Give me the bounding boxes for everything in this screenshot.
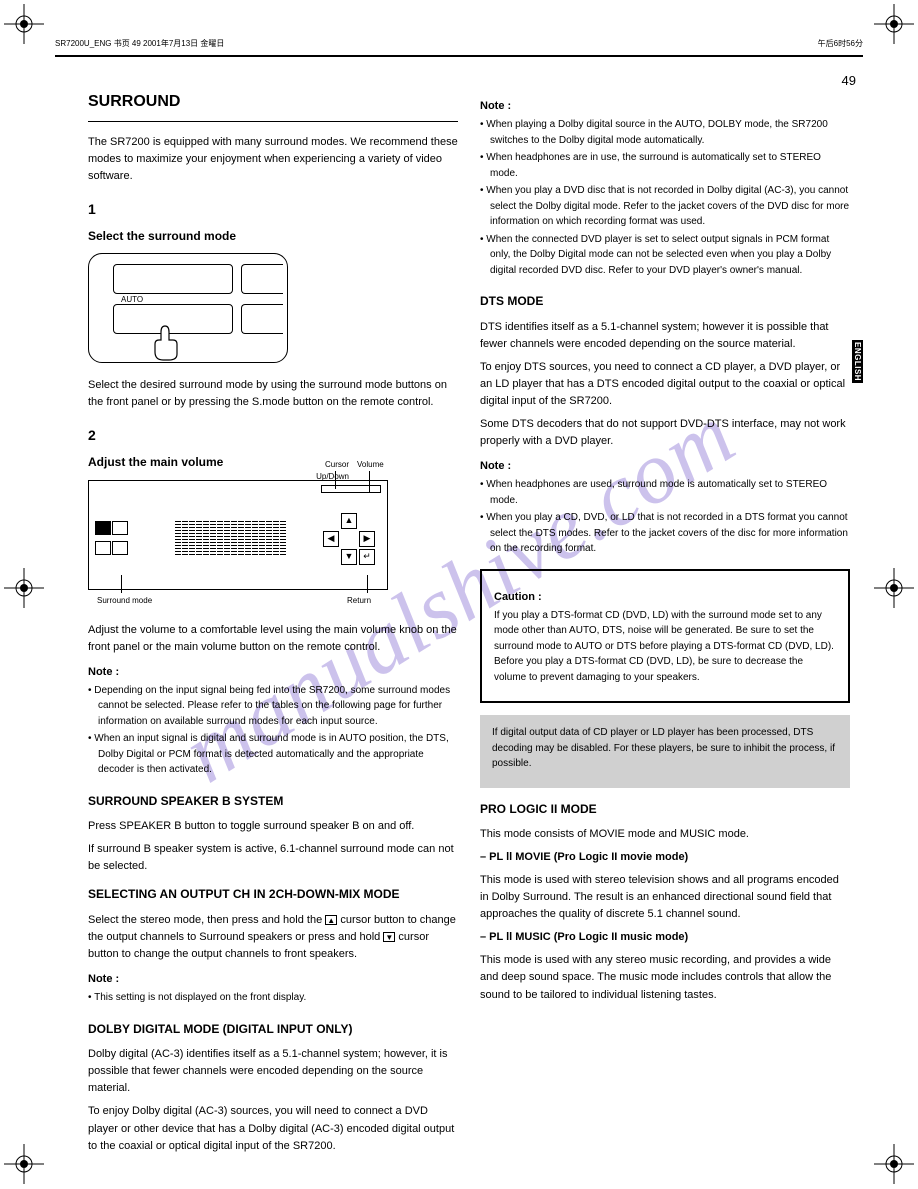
page-number: 49	[842, 73, 856, 88]
cursor-left-icon: ◀	[323, 531, 339, 547]
dts-para1: DTS identifies itself as a 5.1-channel s…	[480, 319, 850, 353]
dts-note-label: Note :	[480, 458, 850, 475]
up-arrow-icon: ▲	[325, 915, 337, 925]
note-1: • Depending on the input signal being fe…	[98, 683, 458, 730]
pl-para1: This mode consists of MOVIE mode and MUS…	[480, 826, 850, 843]
crop-mark-bl	[4, 1144, 44, 1184]
output-ch-title: SELECTING AN OUTPUT CH IN 2CH-DOWN-MIX M…	[88, 885, 458, 904]
panel-label-volume: Volume	[357, 459, 384, 471]
header-left: SR7200U_ENG 书页 49 2001年7月13日 金曜日	[55, 38, 224, 49]
dd-para2: To enjoy Dolby digital (AC-3) sources, y…	[88, 1103, 458, 1154]
pl-movie-title: – PL ll MOVIE (Pro Logic II movie mode)	[480, 849, 850, 866]
header-right: 午后6时56分	[818, 38, 863, 49]
return-icon: ↵	[359, 549, 375, 565]
right-column: Note : • When playing a Dolby digital so…	[480, 90, 850, 1010]
step-2-num: 2	[88, 425, 458, 447]
panel-nav: ▲ ◀ ▶ ▼ ↵	[313, 513, 373, 573]
dd-para1: Dolby digital (AC-3) identifies itself a…	[88, 1046, 458, 1097]
speaker-b-para1: Press SPEAKER B button to toggle surroun…	[88, 818, 458, 835]
caution-label: Caution :	[494, 589, 836, 606]
crop-mark-ml	[4, 568, 44, 608]
fig1-btn-a	[113, 264, 233, 294]
dolby-digital-title: DOLBY DIGITAL MODE (DIGITAL INPUT ONLY)	[88, 1020, 458, 1039]
crop-mark-mr	[874, 568, 914, 608]
cursor-down-icon: ▼	[341, 549, 357, 565]
crop-mark-tr	[874, 4, 914, 44]
panel-display	[321, 485, 381, 493]
dts-note-2: • When you play a CD, DVD, or LD that is…	[490, 510, 850, 557]
speaker-b-title: SURROUND SPEAKER B SYSTEM	[88, 792, 458, 811]
dts-para2: To enjoy DTS sources, you need to connec…	[480, 359, 850, 410]
intro-para: The SR7200 is equipped with many surroun…	[88, 134, 458, 185]
fig1-btn-d	[241, 304, 283, 334]
note-2: • When an input signal is digital and su…	[98, 731, 458, 778]
panel-label-cursor: CursorUp/Down	[309, 459, 349, 484]
dd-note-4: • When the connected DVD player is set t…	[490, 232, 850, 279]
leader-surround	[121, 575, 122, 593]
sp-note: • This setting is not displayed on the f…	[98, 990, 458, 1006]
hand-pointer-icon	[149, 322, 189, 362]
note-label-1: Note :	[88, 664, 458, 681]
caution2-body: If digital output data of CD player or L…	[492, 725, 838, 772]
prologic-title: PRO LOGIC II MODE	[480, 800, 850, 819]
dts-title: DTS MODE	[480, 292, 850, 311]
pl-music-body: This mode is used with any stereo music …	[480, 952, 850, 1003]
page-top-rule	[55, 55, 863, 57]
cursor-up-icon: ▲	[341, 513, 357, 529]
panel-keys	[95, 521, 129, 561]
surround-title: SURROUND	[88, 90, 458, 115]
figure-front-panel: CursorUp/Down Volume ▲ ◀ ▶ ▼ ↵ Surround …	[88, 480, 458, 590]
crop-mark-br	[874, 1144, 914, 1184]
fig1-btn-b	[241, 264, 283, 294]
pl-music-title: – PL ll MUSIC (Pro Logic II music mode)	[480, 929, 850, 946]
dd-note-2: • When headphones are in use, the surrou…	[490, 150, 850, 181]
dts-para3: Some DTS decoders that do not support DV…	[480, 416, 850, 450]
crop-mark-tl	[4, 4, 44, 44]
pl-movie-body: This mode is used with stereo television…	[480, 872, 850, 923]
left-column: SURROUND The SR7200 is equipped with man…	[88, 90, 458, 1161]
figure-surround-buttons: AUTO	[88, 253, 288, 363]
leader-return	[367, 575, 368, 593]
dd-note-1: • When playing a Dolby digital source in…	[490, 117, 850, 148]
note-label-2: Note :	[88, 971, 458, 988]
step-2-title: Adjust the main volume	[88, 453, 458, 472]
step-1-title: Select the surround mode	[88, 227, 458, 246]
panel-label-return: Return	[347, 595, 371, 607]
caution-box: Caution : If you play a DTS-format CD (D…	[480, 569, 850, 704]
down-arrow-icon: ▼	[383, 932, 395, 942]
step-1-num: 1	[88, 199, 458, 221]
cursor-right-icon: ▶	[359, 531, 375, 547]
output-ch-para: Select the stereo mode, then press and h…	[88, 912, 458, 963]
caution-body: If you play a DTS-format CD (DVD, LD) wi…	[494, 608, 836, 686]
caution-grey-box: If digital output data of CD player or L…	[480, 715, 850, 788]
panel-sliders	[175, 521, 287, 561]
page-header: SR7200U_ENG 书页 49 2001年7月13日 金曜日 午后6时56分	[55, 38, 863, 49]
step-2-para: Adjust the volume to a comfortable level…	[88, 622, 458, 656]
title-rule	[88, 121, 458, 122]
speaker-b-para2: If surround B speaker system is active, …	[88, 841, 458, 875]
panel-label-surround: Surround mode	[97, 595, 152, 607]
dd-note-label: Note :	[480, 98, 850, 115]
dd-note-3: • When you play a DVD disc that is not r…	[490, 183, 850, 230]
step-1-para: Select the desired surround mode by usin…	[88, 377, 458, 411]
side-tab-language: ENGLISH	[852, 340, 863, 383]
dts-note-1: • When headphones are used, surround mod…	[490, 477, 850, 508]
